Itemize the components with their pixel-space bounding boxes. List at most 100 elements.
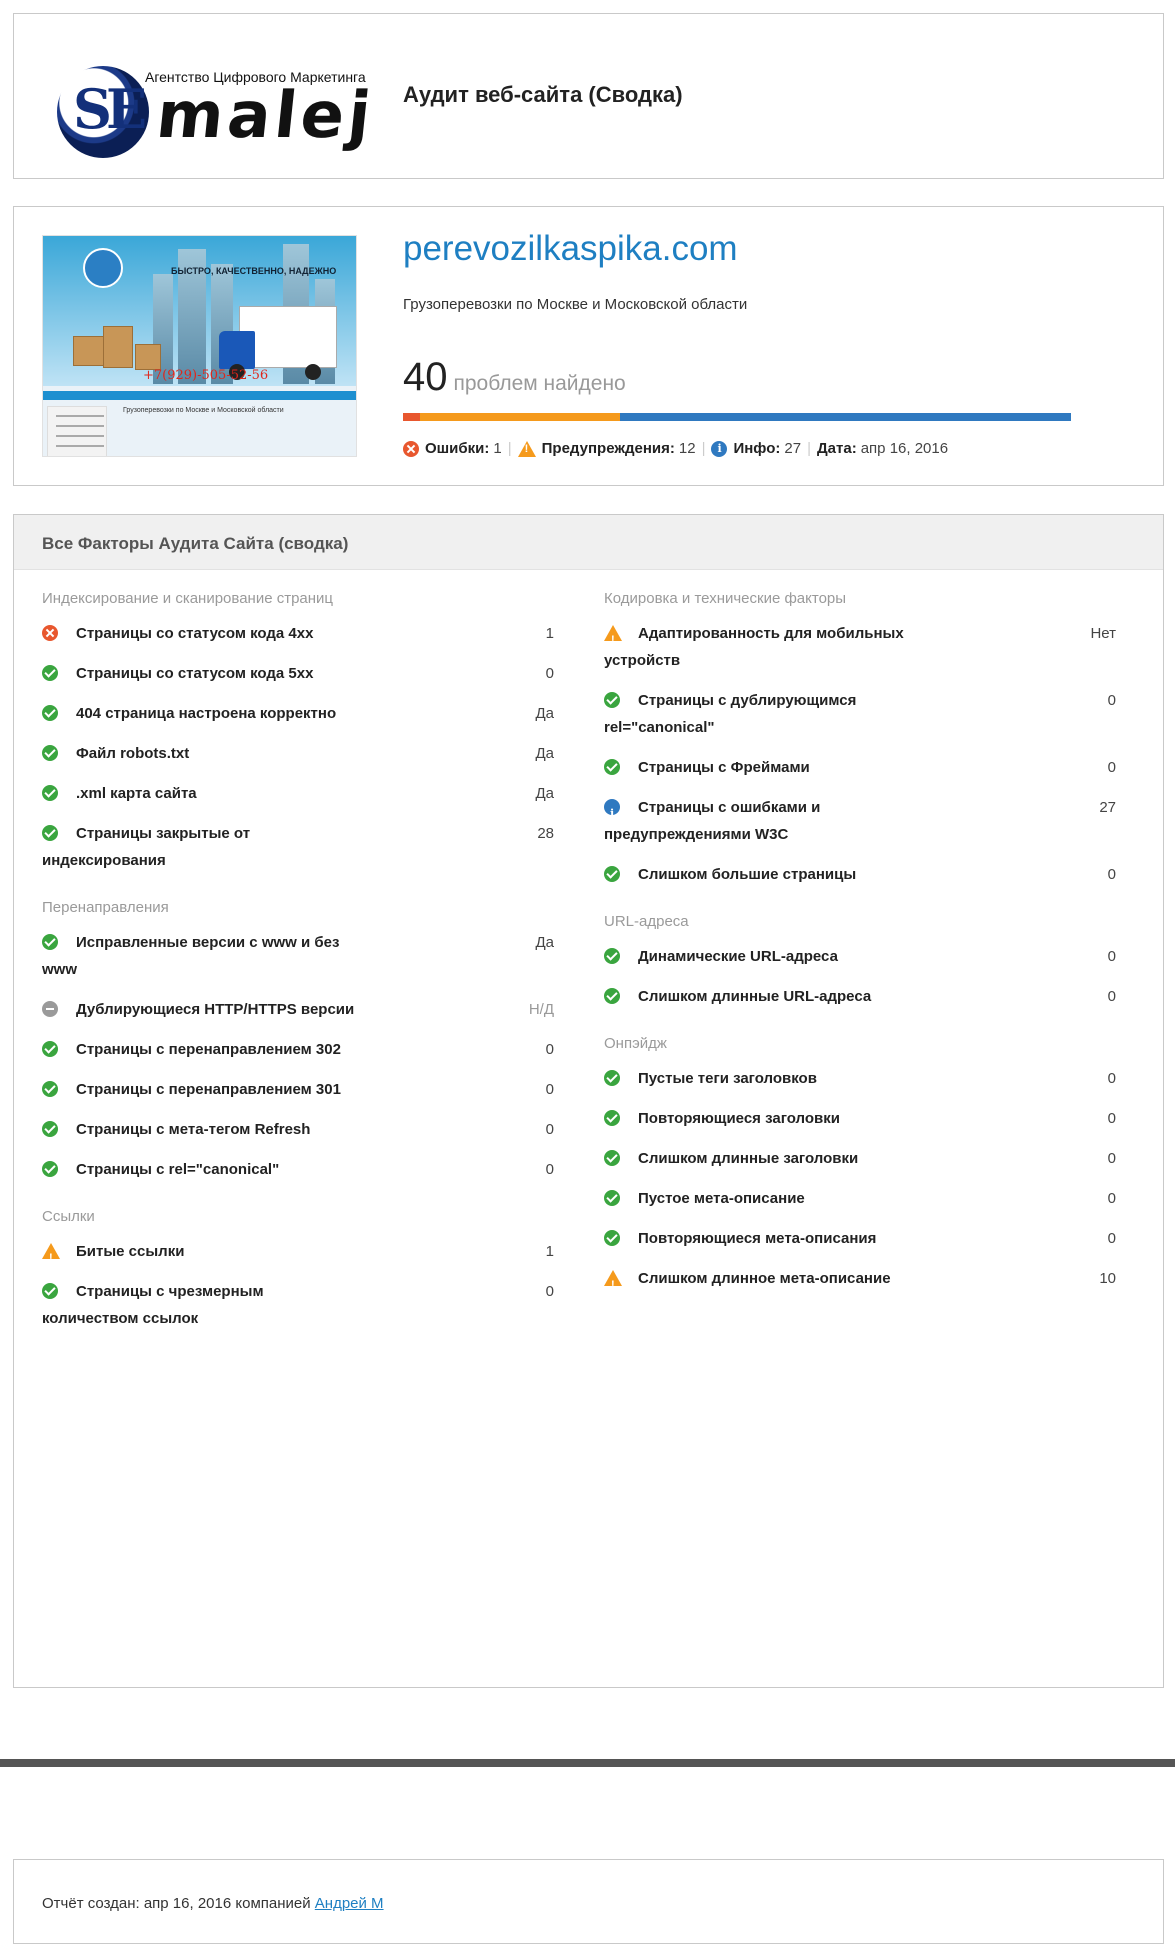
date-value: апр 16, 2016 [860,440,949,457]
factor-row: Страницы с чрезмерным количеством ссылок… [42,1278,554,1345]
factor-row: Слишком длинные заголовки 0 [604,1145,1116,1185]
na-icon [42,1001,58,1017]
factor-value: Нет [1090,625,1116,642]
factor-value: 0 [1107,988,1116,1005]
factor-label: .xml карта сайта [76,785,197,802]
section-heading: Кодировка и технические факторы [604,590,847,607]
truck-icon [239,306,337,368]
factor-value: Да [535,705,554,722]
factor-row: Битые ссылки 1 [42,1238,554,1278]
factor-label: Страницы с ошибками и предупреждениями W… [604,799,821,843]
check-icon [604,1110,620,1126]
check-icon [42,1161,58,1177]
errors-label: Ошибки: [425,440,490,457]
site-description: Грузоперевозки по Москве и Московской об… [403,296,748,313]
factor-row: Слишком длинные URL-адреса 0 [604,983,1116,1023]
report-header: SE Агентство Цифрового Маркетинга malej … [13,13,1164,179]
factor-value: 0 [545,1283,554,1300]
factor-value: 0 [545,665,554,682]
factor-label: Адаптированность для мобильных устройств [604,625,904,669]
factor-row: Исправленные версии с www и без www Да [42,929,554,996]
summary-panel: БЫСТРО, КАЧЕСТВЕННО, НАДЕЖНО +7(929)-505… [13,206,1164,486]
factor-value: 1 [545,625,554,642]
thumbnail-phone: +7(929)-505-52-56 [143,368,269,383]
factor-value: 0 [545,1121,554,1138]
factor-row: Страницы с Фреймами 0 [604,754,1116,794]
author-link[interactable]: Андрей М [314,1895,384,1912]
check-icon [604,948,620,964]
errors-value: 1 [493,440,502,457]
problems-label: проблем найдено [453,372,626,395]
footer-created-text: Отчёт создан: апр 16, 2016 компанией [42,1895,311,1912]
factor-value: 0 [545,1081,554,1098]
factor-row: Страницы с мета-тегом Refresh 0 [42,1116,554,1156]
logo-brand-text: malej [153,79,379,153]
factor-row: Страницы закрытые от индексирования 28 [42,820,554,887]
check-icon [604,692,620,708]
report-footer: Отчёт создан: апр 16, 2016 компанией Анд… [13,1859,1164,1944]
factor-row: Дублирующиеся HTTP/HTTPS версии Н/Д [42,996,554,1036]
factor-label: Дублирующиеся HTTP/HTTPS версии [76,1001,355,1018]
info-icon [711,440,728,457]
factor-label: Слишком длинное мета-описание [638,1270,891,1287]
problems-found: 40 проблем найдено [403,355,626,400]
factor-label: Страницы с перенаправлением 301 [76,1081,341,1098]
info-icon [604,799,620,827]
problems-count: 40 [403,355,448,399]
problem-stats: Ошибки: 1 | Предупреждения: 12 | Инфо: 2… [403,440,948,457]
check-icon [42,785,58,801]
factor-row: Страницы с дублирующимся rel="canonical"… [604,687,1116,754]
factor-value: 0 [1107,1230,1116,1247]
factor-row: Страницы со статусом кода 4xx 1 [42,620,554,660]
footer-text: Отчёт создан: апр 16, 2016 компанией Анд… [42,1895,384,1912]
logo-se-text: SE [73,77,147,141]
factor-label: Слишком длинные заголовки [638,1150,859,1167]
check-icon [604,759,620,775]
section-heading: Индексирование и сканирование страниц [42,590,334,607]
factor-value: 10 [1099,1270,1116,1287]
page-divider [0,1759,1175,1767]
section-heading: Ссылки [42,1208,95,1225]
factor-value: 27 [1099,799,1116,816]
factor-row: Пустые теги заголовков 0 [604,1065,1116,1105]
problems-bar [403,413,1071,421]
error-icon [42,625,58,641]
factor-row: Страницы с rel="canonical" 0 [42,1156,554,1196]
site-domain-link[interactable]: perevozilkaspika.com [403,229,738,268]
factor-value: 0 [1107,1150,1116,1167]
factor-row: Повторяющиеся мета-описания 0 [604,1225,1116,1265]
warnings-label: Предупреждения: [541,440,675,457]
check-icon [42,705,58,721]
section-heading: Перенаправления [42,899,169,916]
check-icon [604,866,620,882]
factor-value: 0 [1107,1070,1116,1087]
factor-value: 0 [1107,759,1116,776]
factor-value: 0 [1107,1110,1116,1127]
agency-logo: SE Агентство Цифрового Маркетинга malej [47,51,387,163]
factor-label: Слишком большие страницы [638,866,857,883]
factor-label: Исправленные версии с www и без www [42,934,340,978]
info-value: 27 [784,440,802,457]
logo-agency-text: Агентство Цифрового Маркетинга [145,69,366,85]
check-icon [42,1121,58,1137]
factor-label: Страницы с дублирующимся rel="canonical" [604,692,857,736]
factor-row: Страницы со статусом кода 5xx 0 [42,660,554,700]
factor-row: Страницы с перенаправлением 301 0 [42,1076,554,1116]
info-label: Инфо: [733,440,781,457]
warning-icon [42,1243,60,1272]
factor-value: Да [535,785,554,802]
factor-label: Пустое мета-описание [638,1190,805,1207]
bar-segment-errors [403,413,420,421]
factor-label: Битые ссылки [76,1243,185,1260]
factor-row: Страницы с перенаправлением 302 0 [42,1036,554,1076]
site-thumbnail: БЫСТРО, КАЧЕСТВЕННО, НАДЕЖНО +7(929)-505… [42,235,357,457]
factor-value: Да [535,934,554,951]
check-icon [604,1230,620,1246]
factor-value: 0 [545,1161,554,1178]
factor-label: Страницы с чрезмерным количеством ссылок [42,1283,264,1327]
check-icon [42,934,58,950]
section-heading: URL-адреса [604,913,689,930]
factor-value: 0 [1107,948,1116,965]
factor-row: Адаптированность для мобильных устройств… [604,620,1116,687]
factors-column-right: Кодировка и технические факторы Адаптиров… [604,578,1116,1305]
